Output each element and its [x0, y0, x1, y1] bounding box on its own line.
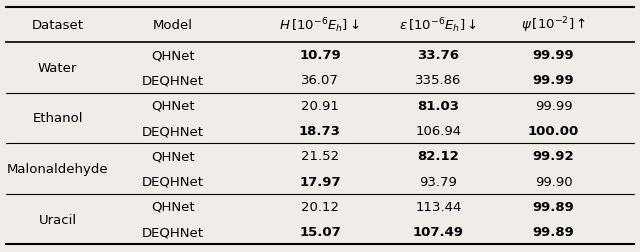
Text: 17.97: 17.97: [299, 175, 341, 188]
Text: QHNet: QHNet: [151, 150, 195, 163]
Text: 18.73: 18.73: [299, 124, 341, 138]
Text: 100.00: 100.00: [528, 124, 579, 138]
Text: 99.99: 99.99: [532, 49, 575, 62]
Text: 82.12: 82.12: [417, 150, 460, 163]
Text: 106.94: 106.94: [415, 124, 461, 138]
Text: QHNet: QHNet: [151, 200, 195, 213]
Text: 20.91: 20.91: [301, 99, 339, 112]
Text: 81.03: 81.03: [417, 99, 460, 112]
Text: Uracil: Uracil: [38, 213, 77, 226]
Text: 10.79: 10.79: [299, 49, 341, 62]
Text: 99.90: 99.90: [535, 175, 572, 188]
Text: $H\,[10^{-6}E_h]\downarrow$: $H\,[10^{-6}E_h]\downarrow$: [280, 16, 360, 35]
Text: 15.07: 15.07: [299, 225, 341, 238]
Text: 99.89: 99.89: [532, 200, 575, 213]
Text: $\psi\,[10^{-2}]\uparrow$: $\psi\,[10^{-2}]\uparrow$: [521, 15, 586, 35]
Text: 107.49: 107.49: [413, 225, 464, 238]
Text: Model: Model: [153, 19, 193, 32]
Text: 113.44: 113.44: [415, 200, 461, 213]
Text: 335.86: 335.86: [415, 74, 461, 87]
Text: 99.92: 99.92: [532, 150, 575, 163]
Text: 99.99: 99.99: [532, 74, 575, 87]
Text: Ethanol: Ethanol: [33, 112, 83, 125]
Text: QHNet: QHNet: [151, 99, 195, 112]
Text: DEQHNet: DEQHNet: [142, 175, 204, 188]
Text: QHNet: QHNet: [151, 49, 195, 62]
Text: 21.52: 21.52: [301, 150, 339, 163]
Text: Water: Water: [38, 61, 77, 75]
Text: $\epsilon\,[10^{-6}E_h]\downarrow$: $\epsilon\,[10^{-6}E_h]\downarrow$: [399, 16, 477, 35]
Text: 99.99: 99.99: [535, 99, 572, 112]
Text: 99.89: 99.89: [532, 225, 575, 238]
Text: DEQHNet: DEQHNet: [142, 74, 204, 87]
Text: 33.76: 33.76: [417, 49, 460, 62]
Text: DEQHNet: DEQHNet: [142, 225, 204, 238]
Text: Dataset: Dataset: [31, 19, 84, 32]
Text: Malonaldehyde: Malonaldehyde: [7, 162, 108, 175]
Text: DEQHNet: DEQHNet: [142, 124, 204, 138]
Text: 20.12: 20.12: [301, 200, 339, 213]
Text: 93.79: 93.79: [419, 175, 458, 188]
Text: 36.07: 36.07: [301, 74, 339, 87]
